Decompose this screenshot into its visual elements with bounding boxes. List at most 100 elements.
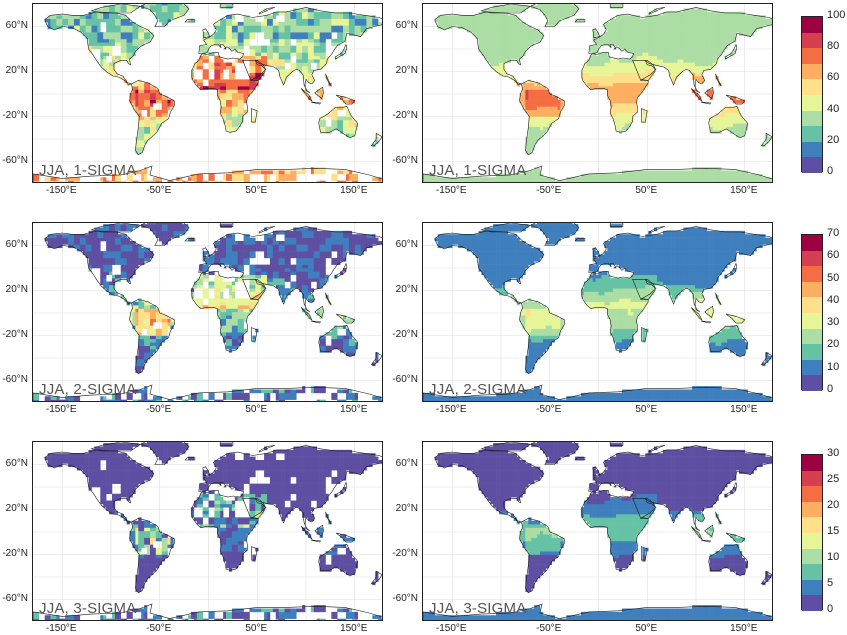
value-cell <box>654 49 658 53</box>
value-cell <box>76 396 81 400</box>
value-cell <box>554 180 558 182</box>
value-cell <box>695 28 699 33</box>
value-cell <box>322 167 326 171</box>
value-cell <box>228 254 233 259</box>
value-cell <box>252 79 256 84</box>
value-cell <box>173 15 177 19</box>
value-cell <box>150 342 154 346</box>
value-cell <box>630 42 634 46</box>
value-cell <box>659 49 664 53</box>
value-cell <box>616 25 620 30</box>
value-cell <box>255 55 259 60</box>
value-cell <box>510 52 514 57</box>
value-cell <box>659 18 664 23</box>
value-cell <box>738 173 743 178</box>
value-cell <box>205 49 209 53</box>
value-cell <box>261 65 265 70</box>
value-cell <box>73 234 78 238</box>
value-cell <box>528 86 532 90</box>
value-cell <box>33 396 37 400</box>
value-cell <box>331 113 335 117</box>
value-cell <box>499 45 503 50</box>
value-cell <box>258 62 262 67</box>
value-cell <box>337 35 341 40</box>
value-cell <box>340 96 344 100</box>
value-cell <box>630 72 634 77</box>
value-cell <box>220 113 224 117</box>
value-cell <box>733 38 737 43</box>
value-cell <box>258 49 262 53</box>
value-cell <box>528 32 532 36</box>
value-cell <box>246 22 250 26</box>
value-cell <box>117 18 122 23</box>
value-cell <box>659 28 664 33</box>
value-cell <box>144 349 148 353</box>
value-cell <box>703 52 708 57</box>
value-cell <box>231 82 236 87</box>
value-cell <box>325 25 329 30</box>
value-cell <box>167 11 171 16</box>
value-cell <box>202 278 206 282</box>
value-cell <box>158 5 162 9</box>
value-cell <box>126 274 130 279</box>
value-cell <box>164 237 168 242</box>
value-cell <box>228 308 233 313</box>
value-cell <box>525 140 529 144</box>
value-cell <box>158 311 162 316</box>
value-cell <box>129 244 133 249</box>
value-cell <box>275 180 279 182</box>
value-cell <box>563 15 567 19</box>
value-cell <box>478 28 482 33</box>
value-cell <box>671 180 675 182</box>
value-cell <box>240 42 244 46</box>
value-cell <box>196 301 201 306</box>
value-cell <box>220 328 224 333</box>
value-cell <box>252 116 256 121</box>
value-cell <box>158 338 162 343</box>
value-cell <box>82 241 86 245</box>
value-cell <box>138 42 142 46</box>
value-cell <box>343 35 347 40</box>
value-cell <box>114 230 119 235</box>
value-cell <box>158 8 162 13</box>
value-cell <box>293 173 297 178</box>
value-cell <box>627 49 631 53</box>
value-cell <box>677 42 681 46</box>
value-cell <box>683 8 687 13</box>
value-cell <box>735 15 740 19</box>
value-cell <box>440 22 444 26</box>
value-cell <box>598 52 602 57</box>
value-cell <box>762 143 766 148</box>
value-cell <box>147 123 151 127</box>
value-cell <box>305 72 309 77</box>
value-cell <box>120 234 124 238</box>
value-cell <box>88 25 92 30</box>
value-cell <box>607 180 611 182</box>
value-cell <box>53 15 57 19</box>
value-cell <box>106 224 110 228</box>
value-cell <box>164 22 168 26</box>
value-cell <box>712 126 716 131</box>
value-cell <box>496 177 500 181</box>
value-cell <box>695 52 699 57</box>
value-cell <box>592 65 596 70</box>
value-cell <box>423 180 427 182</box>
value-cell <box>642 45 646 50</box>
value-cell <box>354 177 358 181</box>
value-cell <box>627 38 631 43</box>
value-cell <box>310 15 315 19</box>
value-cell <box>226 119 230 124</box>
value-cell <box>106 38 110 43</box>
value-cell <box>220 65 224 70</box>
value-cell <box>132 311 136 316</box>
value-cell <box>47 399 51 401</box>
value-cell <box>284 72 288 77</box>
value-cell <box>117 32 122 36</box>
value-cell <box>296 35 300 40</box>
value-cell <box>437 22 441 26</box>
value-cell <box>129 32 133 36</box>
value-cell <box>135 224 139 228</box>
value-cell <box>231 18 236 23</box>
value-cell <box>214 25 218 30</box>
value-cell <box>351 133 356 138</box>
